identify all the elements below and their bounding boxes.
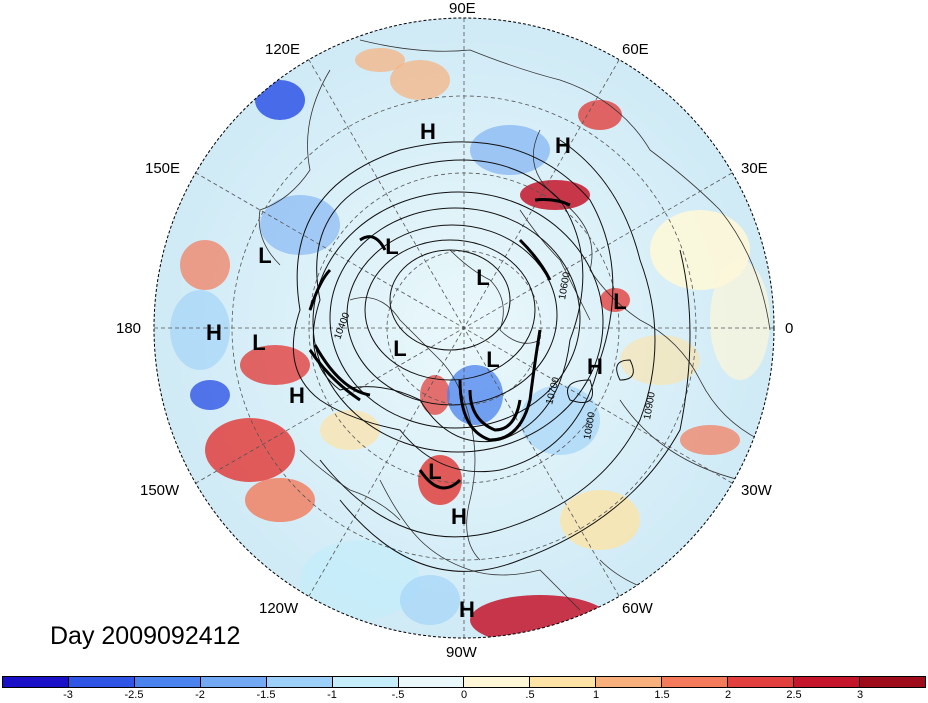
- colorbar-swatch: [200, 677, 267, 687]
- lon-label-180: 180: [116, 320, 142, 337]
- lon-label-0: 0: [785, 320, 794, 337]
- lon-label-30e: 30E: [741, 160, 768, 177]
- colorbar-tick-label: 1.5: [654, 689, 670, 701]
- colorbar-tick-label: 0: [460, 689, 468, 701]
- lon-label-120e: 120E: [265, 41, 301, 58]
- colorbar-swatch: [266, 677, 333, 687]
- low-pressure-marker: L: [385, 234, 398, 259]
- map-border: [153, 17, 775, 639]
- low-pressure-marker: L: [486, 347, 499, 372]
- bold-contours: [308, 198, 571, 490]
- colorbar-swatch: [3, 677, 69, 687]
- height-contours: [292, 139, 691, 572]
- colorbar-tick-label: -1.5: [256, 689, 276, 701]
- colorbar-tick-label: 2.5: [786, 689, 802, 701]
- lon-label-30w: 30W: [741, 482, 772, 499]
- high-pressure-marker: H: [420, 119, 436, 144]
- lon-label-150w: 150W: [140, 482, 180, 499]
- colorbar-tick-label: -.5: [391, 689, 405, 701]
- lon-label-90w: 90W: [446, 644, 477, 661]
- low-pressure-marker: L: [613, 289, 626, 314]
- colorbar-tick-label: -3: [63, 689, 73, 701]
- lon-label-60w: 60W: [622, 600, 653, 617]
- colorbar-swatch: [596, 677, 663, 687]
- colorbar-swatch: [859, 677, 925, 687]
- colorbar-tick-label: .5: [525, 689, 535, 701]
- colorbar-ticks: -3 -2.5 -2 -1.5 -1 -.5 0 .5 1 1.5 2 2.5 3: [0, 689, 928, 703]
- colorbar-swatch: [134, 677, 201, 687]
- high-pressure-marker: H: [206, 320, 222, 345]
- colorbar-swatch: [530, 677, 597, 687]
- colorbar-tick-label: 3: [856, 689, 864, 701]
- contour-label: 10900: [642, 391, 658, 421]
- colorbar-tick-label: 1: [592, 689, 600, 701]
- colorbar-swatch: [398, 677, 465, 687]
- low-pressure-marker: L: [393, 336, 406, 361]
- colorbar-swatch: [794, 677, 860, 687]
- high-pressure-marker: H: [587, 354, 603, 379]
- contour-label: 10600: [557, 271, 573, 301]
- colorbar-tick-label: -2.5: [124, 689, 144, 701]
- colorbar-swatch: [464, 677, 531, 687]
- colorbar-swatch: [728, 677, 795, 687]
- colorbar-swatch: [68, 677, 135, 687]
- low-pressure-marker: L: [252, 330, 265, 355]
- colorbar-tick-label: 2: [724, 689, 732, 701]
- high-pressure-marker: H: [451, 504, 467, 529]
- low-pressure-marker: L: [258, 243, 271, 268]
- colorbar-tick-label: -1: [327, 689, 337, 701]
- colorbar-swatch: [662, 677, 729, 687]
- high-pressure-marker: H: [555, 133, 571, 158]
- lon-label-90e: 90E: [449, 0, 476, 17]
- colorbar-swatch: [332, 677, 399, 687]
- map-title: Day 2009092412: [50, 622, 241, 650]
- lon-label-120w: 120W: [259, 600, 299, 617]
- lon-label-60e: 60E: [622, 41, 649, 58]
- lon-label-150e: 150E: [145, 160, 181, 177]
- contour-label: 10800: [582, 411, 598, 441]
- colorbar-tick-label: -2: [195, 689, 205, 701]
- pressure-systems: H H L L L H L L L H L H L H H: [206, 119, 627, 622]
- high-pressure-marker: H: [459, 597, 475, 622]
- high-pressure-marker: H: [289, 383, 305, 408]
- graticule: [154, 18, 774, 638]
- low-pressure-marker: L: [476, 265, 489, 290]
- low-pressure-marker: L: [428, 459, 441, 484]
- colorbar: [2, 676, 926, 688]
